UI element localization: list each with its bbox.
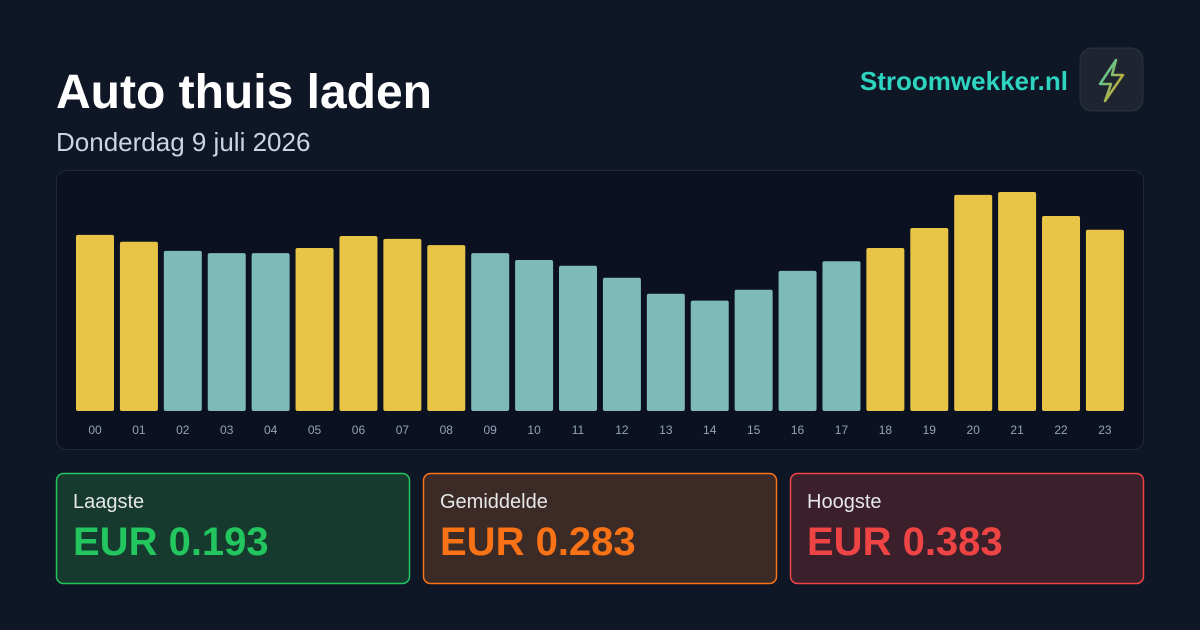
x-tick-label: 14 bbox=[703, 423, 717, 437]
x-tick-label: 17 bbox=[835, 423, 849, 437]
x-tick-label: 22 bbox=[1054, 423, 1068, 437]
bar bbox=[822, 261, 861, 411]
x-tick-label: 01 bbox=[132, 423, 146, 437]
bar bbox=[734, 289, 773, 411]
bar bbox=[602, 277, 641, 411]
x-tick-label: 21 bbox=[1010, 423, 1024, 437]
bar bbox=[910, 228, 949, 411]
stat-card bbox=[422, 472, 778, 585]
x-tick-label: 10 bbox=[527, 423, 541, 437]
x-tick-label: 00 bbox=[88, 423, 102, 437]
x-tick-label: 18 bbox=[879, 423, 893, 437]
x-tick-label: 05 bbox=[308, 423, 322, 437]
bar bbox=[954, 194, 993, 411]
x-tick-label: 02 bbox=[176, 423, 190, 437]
bar bbox=[163, 250, 202, 411]
x-tick-label: 04 bbox=[264, 423, 278, 437]
x-tick-label: 08 bbox=[440, 423, 454, 437]
x-tick-label: 16 bbox=[791, 423, 805, 437]
bar bbox=[427, 245, 466, 411]
brand: Stroomwekker.nl bbox=[860, 66, 1068, 96]
bar bbox=[1085, 229, 1124, 411]
stat-value: EUR 0.383 bbox=[807, 520, 1003, 564]
bar bbox=[339, 236, 378, 411]
x-tick-label: 20 bbox=[967, 423, 981, 437]
x-tick-label: 03 bbox=[220, 423, 234, 437]
x-tick-label: 06 bbox=[352, 423, 366, 437]
bar bbox=[119, 241, 158, 411]
x-tick-label: 19 bbox=[923, 423, 937, 437]
stat-value: EUR 0.283 bbox=[440, 520, 636, 564]
bar bbox=[76, 234, 114, 411]
bar bbox=[646, 293, 685, 411]
stat-label: Gemiddelde bbox=[440, 491, 548, 513]
bar bbox=[251, 253, 290, 411]
bar bbox=[471, 253, 510, 411]
x-tick-label: 12 bbox=[615, 423, 629, 437]
stat-label: Hoogste bbox=[807, 491, 882, 513]
stat-label: Laagste bbox=[73, 491, 144, 513]
bar bbox=[998, 192, 1037, 411]
logo-bolt bbox=[1098, 58, 1125, 103]
bar bbox=[1042, 216, 1081, 411]
stat-card bbox=[55, 472, 411, 585]
stat-value: EUR 0.193 bbox=[73, 520, 269, 564]
stat-card bbox=[789, 472, 1145, 585]
x-tick-label: 13 bbox=[659, 423, 673, 437]
title: Auto thuis laden bbox=[56, 66, 432, 119]
subtitle: Donderdag 9 juli 2026 bbox=[56, 127, 310, 157]
bar bbox=[559, 265, 598, 411]
x-tick-label: 07 bbox=[396, 423, 410, 437]
bar bbox=[383, 238, 422, 411]
bar bbox=[690, 300, 729, 411]
x-tick-label: 11 bbox=[572, 423, 585, 437]
x-tick-label: 23 bbox=[1098, 423, 1112, 437]
bar bbox=[866, 248, 905, 411]
x-tick-label: 15 bbox=[747, 423, 761, 437]
logo bbox=[1079, 47, 1144, 112]
bar bbox=[515, 260, 554, 411]
bar bbox=[295, 248, 334, 411]
x-tick-label: 09 bbox=[484, 423, 498, 437]
bar bbox=[207, 253, 246, 411]
bar bbox=[778, 270, 817, 411]
